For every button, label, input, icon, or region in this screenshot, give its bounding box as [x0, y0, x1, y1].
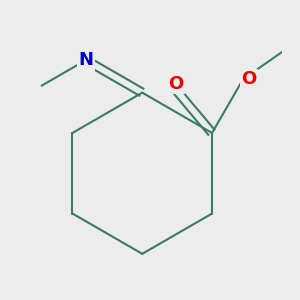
Text: N: N [78, 51, 93, 69]
Text: O: O [169, 75, 184, 93]
Text: O: O [242, 70, 257, 88]
